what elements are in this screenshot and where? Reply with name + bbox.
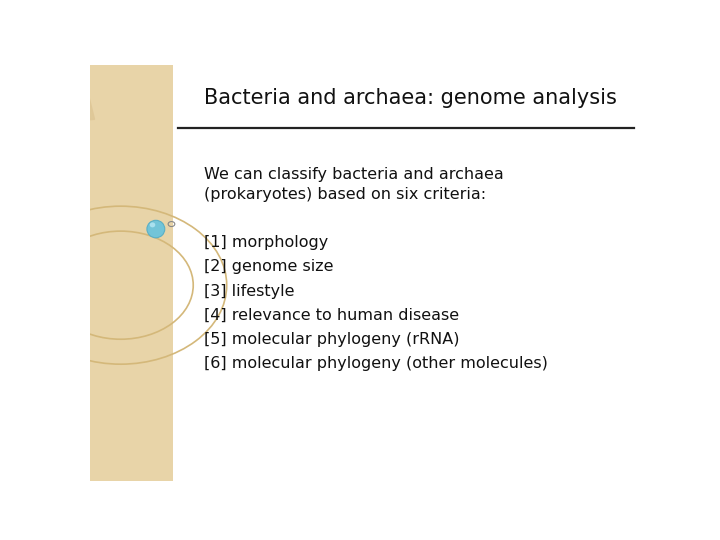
Text: [4] relevance to human disease: [4] relevance to human disease (204, 308, 459, 322)
Bar (90, 65, 173, 481)
Ellipse shape (150, 222, 156, 227)
Text: [5] molecular phylogeny (rRNA): [5] molecular phylogeny (rRNA) (204, 332, 460, 347)
Ellipse shape (147, 220, 165, 238)
Polygon shape (0, 28, 94, 120)
Text: [6] molecular phylogeny (other molecules): [6] molecular phylogeny (other molecules… (204, 356, 548, 371)
Text: [1] morphology: [1] morphology (204, 235, 328, 250)
Text: [2] genome size: [2] genome size (204, 259, 334, 274)
Text: [3] lifestyle: [3] lifestyle (204, 284, 295, 299)
Text: Bacteria and archaea: genome analysis: Bacteria and archaea: genome analysis (204, 87, 617, 107)
Text: We can classify bacteria and archaea
(prokaryotes) based on six criteria:: We can classify bacteria and archaea (pr… (204, 167, 504, 202)
